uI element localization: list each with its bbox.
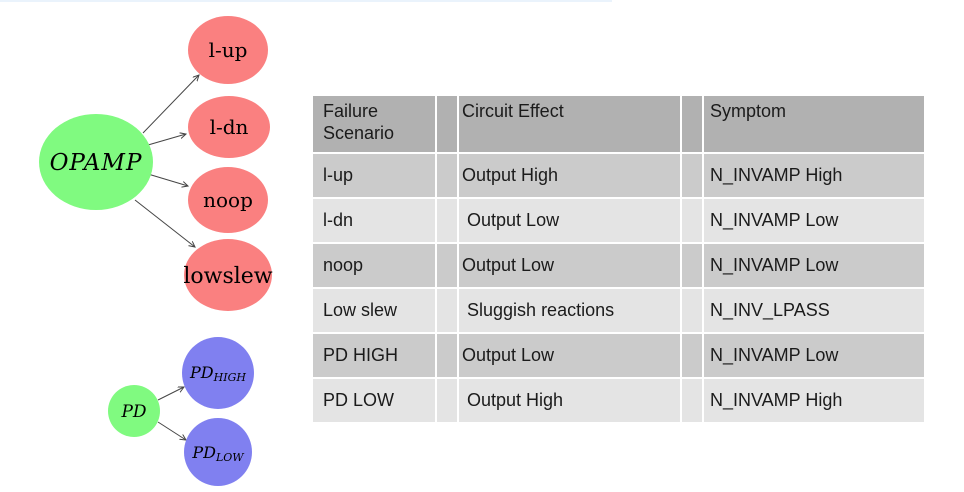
pd-low-node-label: PDLOW (191, 443, 245, 464)
opamp-node (39, 114, 153, 210)
ldn-node-label: l-dn (210, 115, 249, 139)
cell-r4-symptom: N_INVAMP Low (704, 334, 924, 377)
lowslew-node-label: lowslew (183, 264, 272, 289)
header-circuit-effect: Circuit Effect (459, 96, 680, 152)
cell-r0-spacer-1 (437, 154, 457, 197)
noop-node (188, 167, 268, 233)
cell-r0-effect: Output High (459, 154, 680, 197)
cell-r3-effect: Sluggish reactions (459, 289, 680, 332)
cell-r3-symptom: N_INV_LPASS (704, 289, 924, 332)
fault-tree-diagram: OPAMP l-up l-dn noop lowslew PD PDHIGH P… (39, 16, 273, 486)
cell-r1-effect: Output Low (459, 199, 680, 242)
edge-opamp-noop (147, 173, 188, 186)
lowslew-node (184, 239, 272, 311)
lup-node (188, 16, 268, 84)
top-edge-line (0, 0, 612, 2)
cell-r3-spacer-2 (682, 289, 702, 332)
cell-r4-scenario: PD HIGH (313, 334, 435, 377)
lup-node-label: l-up (209, 38, 248, 62)
pd-node-label: PD (120, 402, 146, 422)
cell-r2-effect: Output Low (459, 244, 680, 287)
cell-r5-spacer-1 (437, 379, 457, 422)
cell-r0-scenario: l-up (313, 154, 435, 197)
pd-high-node-label: PDHIGH (189, 363, 246, 384)
cell-r0-symptom: N_INVAMP High (704, 154, 924, 197)
cell-r2-spacer-2 (682, 244, 702, 287)
cell-r2-spacer-1 (437, 244, 457, 287)
cell-r0-spacer-2 (682, 154, 702, 197)
cell-r5-effect: Output High (459, 379, 680, 422)
cell-r4-effect: Output Low (459, 334, 680, 377)
cell-r4-spacer-2 (682, 334, 702, 377)
cell-r5-scenario: PD LOW (313, 379, 435, 422)
cell-r3-spacer-1 (437, 289, 457, 332)
pd-node (108, 385, 160, 437)
cell-r1-spacer-1 (437, 199, 457, 242)
pd-high-node (182, 337, 254, 409)
noop-node-label: noop (203, 188, 253, 212)
header-spacer-2 (682, 96, 702, 152)
cell-r3-scenario: Low slew (313, 289, 435, 332)
opamp-node-label: OPAMP (50, 150, 143, 176)
edge-opamp-lowslew (134, 199, 195, 247)
edge-pd-pdlow (157, 421, 186, 440)
ldn-node (188, 96, 270, 158)
header-spacer-1 (437, 96, 457, 152)
edge-opamp-lup (142, 75, 199, 134)
edge-pd-pdhigh (157, 387, 184, 401)
cell-r5-symptom: N_INVAMP High (704, 379, 924, 422)
cell-r1-scenario: l-dn (313, 199, 435, 242)
cell-r2-scenario: noop (313, 244, 435, 287)
header-failure-scenario: Failure Scenario (313, 96, 435, 152)
pd-low-node (184, 418, 252, 486)
cell-r1-spacer-2 (682, 199, 702, 242)
header-symptom: Symptom (704, 96, 924, 152)
cell-r5-spacer-2 (682, 379, 702, 422)
edge-opamp-ldn (147, 134, 186, 146)
failure-scenario-table: Failure Scenario Circuit Effect Symptom … (313, 96, 924, 422)
cell-r2-symptom: N_INVAMP Low (704, 244, 924, 287)
cell-r1-symptom: N_INVAMP Low (704, 199, 924, 242)
cell-r4-spacer-1 (437, 334, 457, 377)
